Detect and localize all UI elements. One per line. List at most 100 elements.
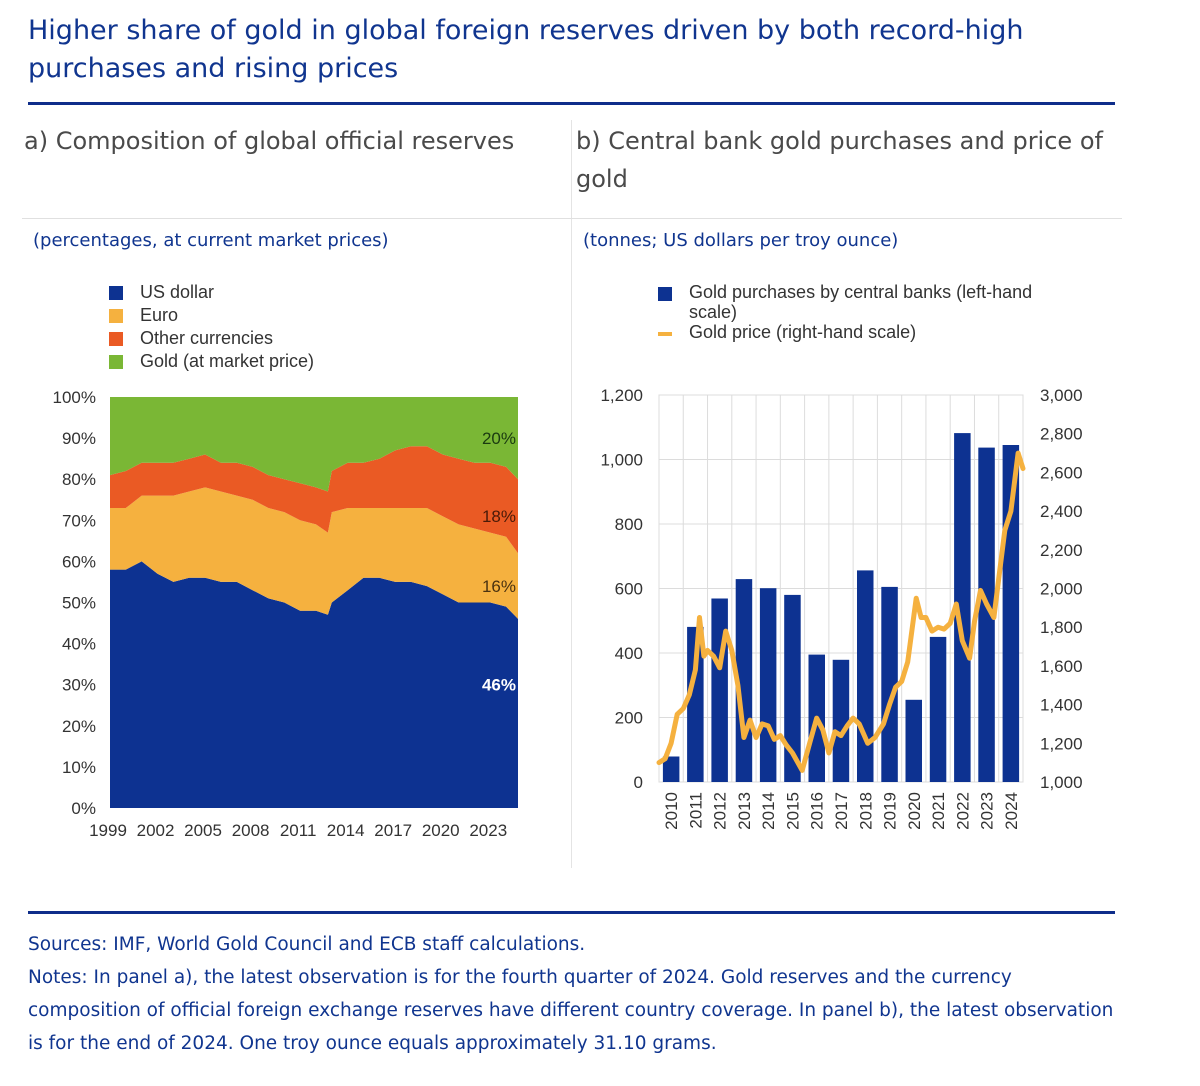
bar-2011 xyxy=(687,626,704,782)
bar-2010 xyxy=(662,756,680,782)
x-tick-label: 2011 xyxy=(280,821,317,840)
y-tick-label: 40% xyxy=(62,635,96,654)
bar-2018 xyxy=(857,570,874,782)
x-tick-label: 2017 xyxy=(832,792,851,830)
x-tick-label: 2011 xyxy=(686,792,705,829)
area-other-currencies xyxy=(110,446,518,554)
y-left-tick-label: 200 xyxy=(615,709,643,728)
y-tick-label: 80% xyxy=(62,470,96,489)
x-tick-label: 2020 xyxy=(905,792,924,830)
legend-swatch xyxy=(109,309,123,323)
bar-2021 xyxy=(929,636,947,782)
y-tick-label: 90% xyxy=(62,429,96,448)
legend-item-gold-price: Gold price (right-hand scale) xyxy=(658,322,1058,342)
gold-price-line xyxy=(656,450,1026,773)
bar-2015 xyxy=(784,594,801,782)
legend-label: US dollar xyxy=(140,282,215,302)
x-tick-label: 2014 xyxy=(759,792,778,830)
bar-2017 xyxy=(832,659,850,782)
y-left-tick-label: 1,000 xyxy=(600,451,643,470)
x-tick-label: 2018 xyxy=(856,792,875,830)
bar-2020 xyxy=(905,699,922,782)
y-tick-label: 20% xyxy=(62,717,96,736)
legend-swatch xyxy=(658,332,672,336)
legend-swatch xyxy=(109,355,123,369)
panel-b-unit: (tonnes; US dollars per troy ounce) xyxy=(583,230,899,251)
x-tick-label: 2017 xyxy=(374,821,412,840)
data-label: 16% xyxy=(482,577,516,596)
y-tick-label: 30% xyxy=(62,676,96,695)
figure-title: Higher share of gold in global foreign r… xyxy=(28,15,1024,84)
legend-item-gold: Gold (at market price) xyxy=(109,350,314,373)
x-tick-label: 2024 xyxy=(1002,792,1021,830)
y-right-tick-label: 1,600 xyxy=(1040,657,1083,676)
bar-2022 xyxy=(954,433,971,782)
data-label: 18% xyxy=(482,507,516,526)
data-label: 20% xyxy=(482,429,516,448)
y-right-tick-label: 2,600 xyxy=(1040,463,1083,482)
x-tick-label: 2020 xyxy=(422,821,460,840)
x-tick-label: 2021 xyxy=(929,792,948,830)
reserves-composition-chart: 0% 10% 20% 30% 40% 50% 60% 70% 80% 90% 100% 1999 200… xyxy=(53,388,518,840)
bar-2023 xyxy=(978,447,995,782)
x-tick-label: 2008 xyxy=(232,821,270,840)
gold-purchases-price-chart: 0 200 400 600 800 1,000 1,200 1,000 1,200 1,400 1,… xyxy=(600,386,1083,830)
x-tick-label: 2015 xyxy=(783,792,802,830)
y-left-tick-label: 800 xyxy=(615,515,643,534)
x-tick-label: 2010 xyxy=(662,792,681,830)
x-tick-label: 2014 xyxy=(327,821,365,840)
legend-swatch xyxy=(109,332,123,346)
y-tick-label: 0% xyxy=(71,799,96,818)
panel-b-title: b) Central bank gold purchases and price… xyxy=(576,127,1103,193)
bar-2014 xyxy=(759,588,777,782)
panel-divider xyxy=(571,120,572,868)
y-right-tick-label: 3,000 xyxy=(1040,386,1083,405)
x-tick-label: 2022 xyxy=(953,792,972,830)
bottom-rule xyxy=(28,911,1115,914)
area-us-dollar xyxy=(110,561,518,808)
y-tick-label: 70% xyxy=(62,511,96,530)
footnotes: Sources: IMF, World Gold Council and ECB… xyxy=(28,928,1128,1060)
x-tick-label: 2005 xyxy=(184,821,222,840)
y-right-tick-label: 1,200 xyxy=(1040,734,1083,753)
legend-item-us-dollar: US dollar xyxy=(109,281,314,304)
x-tick-label: 2002 xyxy=(137,821,175,840)
notes-text: Notes: In panel a), the latest observati… xyxy=(28,967,1114,1054)
x-tick-label: 2023 xyxy=(978,792,997,830)
panel-b-legend: Gold purchases by central banks (left-ha… xyxy=(658,282,1058,342)
y-right-tick-label: 2,800 xyxy=(1040,425,1083,444)
x-tick-label: 2012 xyxy=(711,792,730,830)
y-right-tick-label: 2,200 xyxy=(1040,541,1083,560)
y-tick-label: 50% xyxy=(62,594,96,613)
legend-item-euro: Euro xyxy=(109,304,314,327)
title-divider xyxy=(22,218,1122,219)
bar-2019 xyxy=(881,586,898,782)
y-tick-label: 60% xyxy=(62,552,96,571)
panel-a-title: a) Composition of global official reserv… xyxy=(24,127,515,155)
x-tick-label: 2023 xyxy=(469,821,507,840)
legend-item-gold-purchases: Gold purchases by central banks (left-ha… xyxy=(658,282,1058,322)
bar-2012 xyxy=(711,598,728,782)
y-right-tick-label: 1,400 xyxy=(1040,696,1083,715)
x-tick-label: 1999 xyxy=(89,821,127,840)
sources-text: Sources: IMF, World Gold Council and ECB… xyxy=(28,934,586,955)
data-label: 46% xyxy=(482,676,516,695)
y-tick-label: 100% xyxy=(53,388,96,407)
y-right-tick-label: 2,000 xyxy=(1040,580,1083,599)
y-left-tick-label: 600 xyxy=(615,580,643,599)
y-left-tick-label: 1,200 xyxy=(600,386,643,405)
area-euro xyxy=(110,487,518,619)
x-tick-label: 2019 xyxy=(881,792,900,830)
legend-label: Other currencies xyxy=(140,328,274,348)
y-right-tick-label: 1,000 xyxy=(1040,773,1083,792)
legend-label: Euro xyxy=(140,305,179,325)
panel-a-unit: (percentages, at current market prices) xyxy=(33,230,389,251)
panel-a-legend: US dollar Euro Other currencies Gold (at… xyxy=(109,281,314,373)
x-tick-label: 2013 xyxy=(735,792,754,830)
y-tick-label: 10% xyxy=(62,758,96,777)
legend-swatch xyxy=(658,287,672,301)
area-gold-at-market-price xyxy=(110,397,518,492)
legend-label: Gold purchases by central banks (left-ha… xyxy=(689,282,1033,322)
y-right-tick-label: 1,800 xyxy=(1040,618,1083,637)
x-tick-label: 2016 xyxy=(808,792,827,830)
